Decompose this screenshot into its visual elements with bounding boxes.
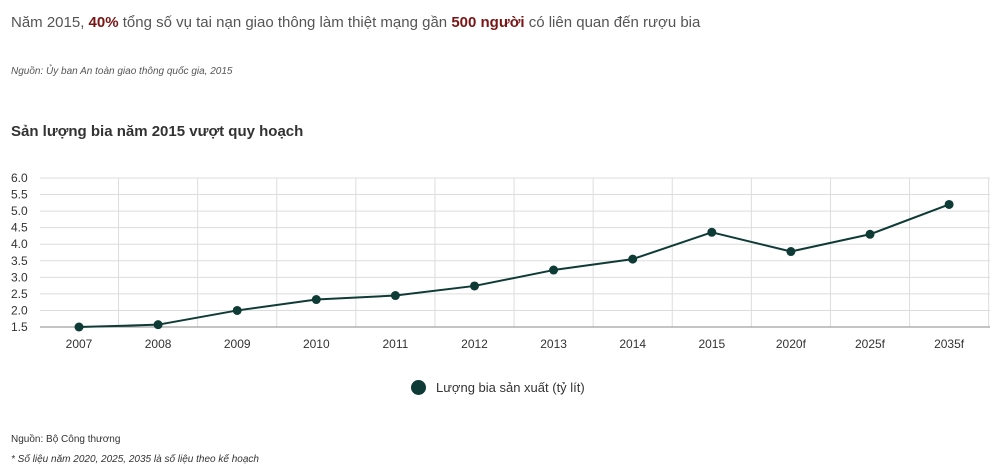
x-tick-label: 2014 xyxy=(619,337,646,351)
headline-text-3: có liên quan đến rượu bia xyxy=(524,14,701,31)
x-tick-label: 2013 xyxy=(540,337,567,351)
y-tick-label: 4.0 xyxy=(11,237,28,251)
data-point xyxy=(74,322,84,332)
chart-title: Sản lượng bia năm 2015 vượt quy hoạch xyxy=(11,123,304,140)
y-tick-label: 3.0 xyxy=(11,270,28,284)
series-line xyxy=(78,203,950,328)
data-point xyxy=(311,295,321,305)
y-tick-label: 1.5 xyxy=(11,320,28,334)
x-tick-label: 2011 xyxy=(382,337,408,351)
y-tick-label: 2.0 xyxy=(11,303,28,317)
chart-source: Nguồn: Bộ Công thương xyxy=(11,434,121,445)
data-point xyxy=(153,320,163,330)
x-tick-label: 2035f xyxy=(934,337,965,351)
data-point xyxy=(628,254,638,264)
x-tick-label: 2015 xyxy=(698,337,725,351)
x-tick-label: 2012 xyxy=(461,337,488,351)
headline-text-1: Năm 2015, xyxy=(11,14,89,31)
legend-marker xyxy=(411,380,426,395)
y-axis-ticks: 1.5 2.0 2.5 3.0 3.5 4.0 4.5 5.0 5.5 6.0 xyxy=(11,171,28,334)
y-tick-label: 3.5 xyxy=(11,254,28,268)
data-point xyxy=(232,305,242,315)
y-tick-label: 6.0 xyxy=(11,171,28,185)
data-point xyxy=(707,227,717,237)
headline-source: Nguồn: Ủy ban An toàn giao thông quốc gi… xyxy=(11,66,233,77)
y-tick-label: 5.5 xyxy=(11,188,28,202)
headline-highlight-deaths: 500 người xyxy=(451,14,525,31)
data-point xyxy=(865,229,875,239)
legend: Lượng bia sản xuất (tỷ lít) xyxy=(411,380,585,395)
y-tick-label: 2.5 xyxy=(11,287,28,301)
x-axis-ticks: 2007 2008 2009 2010 2011 2012 2013 2014 2015 2020… xyxy=(66,337,965,351)
headline-text-2: tổng số vụ tai nạn giao thông làm thiệt … xyxy=(118,14,452,31)
headline: Năm 2015, 40% tổng số vụ tai nạn giao th… xyxy=(11,14,700,31)
data-point xyxy=(944,199,954,209)
data-point xyxy=(390,291,400,301)
y-tick-label: 4.5 xyxy=(11,221,28,235)
data-points xyxy=(74,199,954,332)
line-chart: 1.52.02.53.03.54.04.55.05.56.0 2007 2008 2… xyxy=(11,171,990,351)
x-tick-label: 2010 xyxy=(303,337,330,351)
series-lines xyxy=(78,203,950,328)
x-tick-label: 2007 xyxy=(66,337,93,351)
data-point xyxy=(470,281,479,291)
legend-label: Lượng bia sản xuất (tỷ lít) xyxy=(436,380,585,395)
headline-highlight-percent: 40% xyxy=(88,14,119,31)
grid-lines xyxy=(40,177,990,328)
x-tick-label: 2009 xyxy=(224,337,251,351)
y-tick-label: 5.0 xyxy=(11,204,28,218)
data-point xyxy=(549,265,559,275)
chart-footnote: * Số liệu năm 2020, 2025, 2035 là số liệ… xyxy=(11,454,259,465)
x-tick-label: 2025f xyxy=(855,337,886,351)
data-point xyxy=(786,247,796,257)
x-tick-label: 2008 xyxy=(145,337,172,351)
x-tick-label: 2020f xyxy=(776,337,807,351)
